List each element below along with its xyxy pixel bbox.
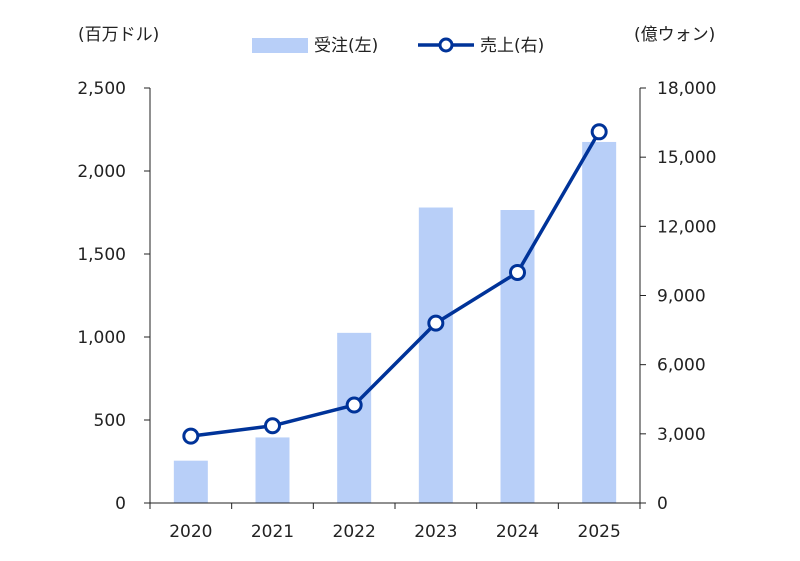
left-tick-label: 500 — [94, 411, 126, 431]
line-point-2024 — [509, 263, 526, 281]
x-tick-label: 2024 — [496, 522, 539, 542]
bar-2023 — [418, 207, 453, 503]
right-tick-label: 15,000 — [657, 148, 716, 168]
left-axis-unit: (百万ドル) — [78, 25, 159, 45]
bar-2022 — [337, 332, 372, 503]
right-tick-label: 6,000 — [657, 356, 706, 376]
right-tick-label: 3,000 — [657, 425, 706, 445]
right-tick-label: 9,000 — [657, 287, 706, 307]
legend-bar-label: 受注(左) — [314, 36, 378, 56]
x-tick-label: 2025 — [578, 522, 621, 542]
left-tick-label: 2,000 — [77, 162, 126, 182]
right-axis-unit: (億ウォン) — [634, 25, 715, 45]
right-tick-label: 0 — [657, 494, 668, 514]
legend-line-label: 売上(右) — [480, 36, 544, 56]
right-tick-label: 12,000 — [657, 217, 716, 237]
right-tick-label: 18,000 — [657, 79, 716, 99]
left-tick-label: 2,500 — [77, 79, 126, 99]
legend-line-marker — [438, 37, 454, 53]
line-point-2021 — [264, 417, 281, 435]
bar-2020 — [173, 460, 208, 503]
bar-series — [173, 141, 617, 503]
x-tick-label: 2020 — [169, 522, 212, 542]
axes: 0 500 1,000 1,500 2,000 2,500 0 3,000 6,000 9,000… — [77, 79, 716, 542]
bar-2025 — [582, 141, 617, 503]
line-point-2020 — [182, 427, 200, 445]
left-tick-label: 1,500 — [77, 245, 126, 265]
line-point-2023 — [427, 314, 445, 332]
line-series — [182, 123, 608, 445]
bar-2024 — [500, 210, 535, 503]
left-tick-label: 0 — [115, 494, 126, 514]
x-tick-label: 2022 — [333, 522, 376, 542]
line-point-2025 — [590, 123, 608, 141]
legend: 受注(左) 売上(右) — [252, 36, 544, 56]
left-tick-label: 1,000 — [77, 328, 126, 348]
legend-bar-swatch — [252, 38, 308, 53]
bar-2021 — [255, 437, 290, 503]
x-tick-label: 2023 — [414, 522, 457, 542]
sales-line — [190, 130, 601, 438]
line-point-2022 — [345, 396, 363, 414]
x-tick-label: 2021 — [251, 522, 294, 542]
